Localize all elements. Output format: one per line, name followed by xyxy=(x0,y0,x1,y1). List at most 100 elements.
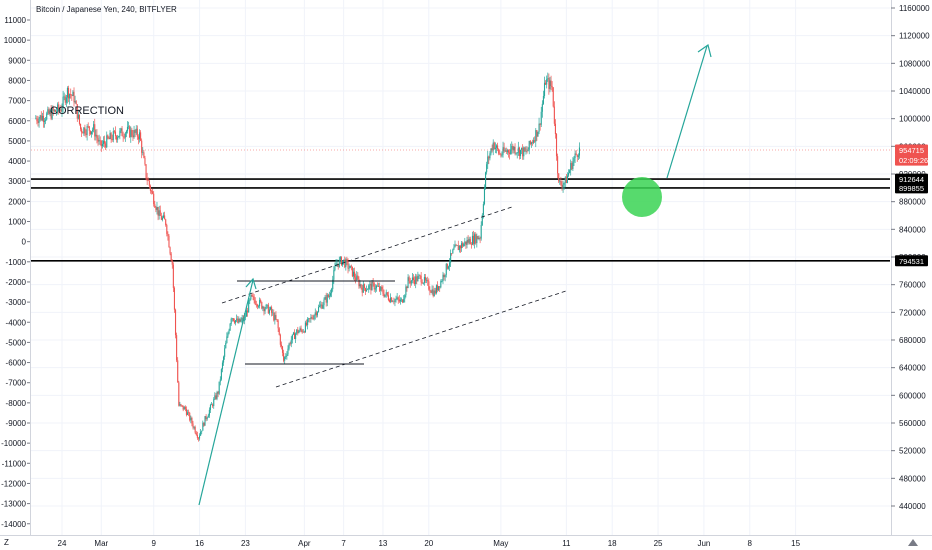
candle xyxy=(373,282,375,292)
candle xyxy=(162,212,165,219)
candle xyxy=(293,329,296,340)
candle xyxy=(256,303,258,310)
candle-body xyxy=(164,215,166,220)
candle-body xyxy=(250,294,252,300)
candle-body xyxy=(379,286,381,291)
candle xyxy=(562,180,564,193)
candle xyxy=(252,292,254,301)
candle-body xyxy=(252,296,254,297)
candle xyxy=(332,275,334,292)
time-axis-border xyxy=(0,535,932,536)
candle xyxy=(281,345,284,357)
x-tick-label: 15 xyxy=(791,539,800,548)
time-axis[interactable]: 24 Mar 9 16 23 Apr 7 13 20 May 11 18 25 Jun 8 15 xyxy=(58,539,801,548)
candle-body xyxy=(536,130,538,137)
x-tick-label: 7 xyxy=(341,539,346,548)
candle xyxy=(525,146,527,155)
candle-body xyxy=(86,126,88,135)
right-tick-label: 480000 xyxy=(899,474,926,483)
candle xyxy=(81,127,83,138)
candle xyxy=(464,237,466,247)
candle-body xyxy=(314,312,316,316)
candle xyxy=(204,416,206,426)
candle-body xyxy=(404,295,406,300)
candle-body xyxy=(543,82,546,96)
candle xyxy=(509,149,511,160)
settings-icon[interactable] xyxy=(908,539,918,546)
candle-body xyxy=(97,138,99,142)
candle-body xyxy=(530,142,532,145)
candle xyxy=(276,319,278,323)
candle xyxy=(400,297,403,303)
candle-body xyxy=(40,115,42,121)
candle xyxy=(236,314,238,323)
candle xyxy=(494,142,496,154)
candle xyxy=(231,317,233,322)
candle-body xyxy=(261,302,263,309)
channel-lower-line[interactable] xyxy=(275,290,567,388)
channel-upper-line[interactable] xyxy=(221,206,513,304)
candle xyxy=(545,80,547,86)
candle-body xyxy=(354,271,356,278)
candle xyxy=(129,125,131,138)
candle xyxy=(95,129,97,141)
candle xyxy=(361,284,363,297)
candle-body xyxy=(455,244,457,246)
candle xyxy=(107,134,109,140)
candle xyxy=(553,101,555,127)
candle-body xyxy=(264,308,266,312)
left-tick-label: -9000 xyxy=(6,419,27,428)
candle xyxy=(126,121,129,134)
candle-body xyxy=(505,150,507,152)
candle-body xyxy=(122,136,124,137)
candle xyxy=(43,117,46,128)
candle-body xyxy=(529,140,531,145)
candle-body xyxy=(36,118,38,122)
candle-body xyxy=(444,274,446,278)
candle-body xyxy=(575,153,577,155)
candle-body xyxy=(409,281,411,284)
candle xyxy=(124,131,126,142)
candle-body xyxy=(405,286,407,296)
candle xyxy=(223,355,225,366)
candle xyxy=(36,115,38,125)
candle xyxy=(418,273,420,280)
candle-body xyxy=(265,304,267,309)
support-highlight-circle[interactable] xyxy=(622,177,662,217)
candle-body xyxy=(380,286,382,291)
candle-body xyxy=(220,369,222,380)
candle-body xyxy=(515,153,517,154)
candle-body xyxy=(297,329,299,334)
candle xyxy=(384,294,386,298)
candle-body xyxy=(244,316,246,318)
candle xyxy=(462,241,464,248)
candle-body xyxy=(43,120,46,122)
candle xyxy=(166,223,168,237)
projection-arrow-line[interactable] xyxy=(666,45,708,179)
candle xyxy=(456,244,458,246)
candle-body xyxy=(416,276,418,282)
candle xyxy=(478,235,480,241)
candle xyxy=(455,243,457,247)
candle-body xyxy=(275,315,277,320)
left-tick-label: 11000 xyxy=(4,16,26,25)
candle xyxy=(366,285,368,292)
impulse-arrow-line[interactable] xyxy=(198,279,254,506)
candle xyxy=(452,248,454,254)
candle-body xyxy=(176,335,178,361)
candle-body xyxy=(554,123,556,135)
right-axis-border xyxy=(891,0,892,535)
price-tag-label: 912644 xyxy=(899,175,924,184)
candle xyxy=(566,172,568,184)
candle xyxy=(417,271,419,282)
candle xyxy=(211,402,213,406)
candle-body xyxy=(186,412,189,415)
candle-body xyxy=(570,163,572,171)
candle xyxy=(188,409,190,417)
candle-body xyxy=(161,217,163,220)
candle xyxy=(156,201,158,215)
candle xyxy=(501,151,503,158)
price-tag: 912644 xyxy=(895,173,928,185)
